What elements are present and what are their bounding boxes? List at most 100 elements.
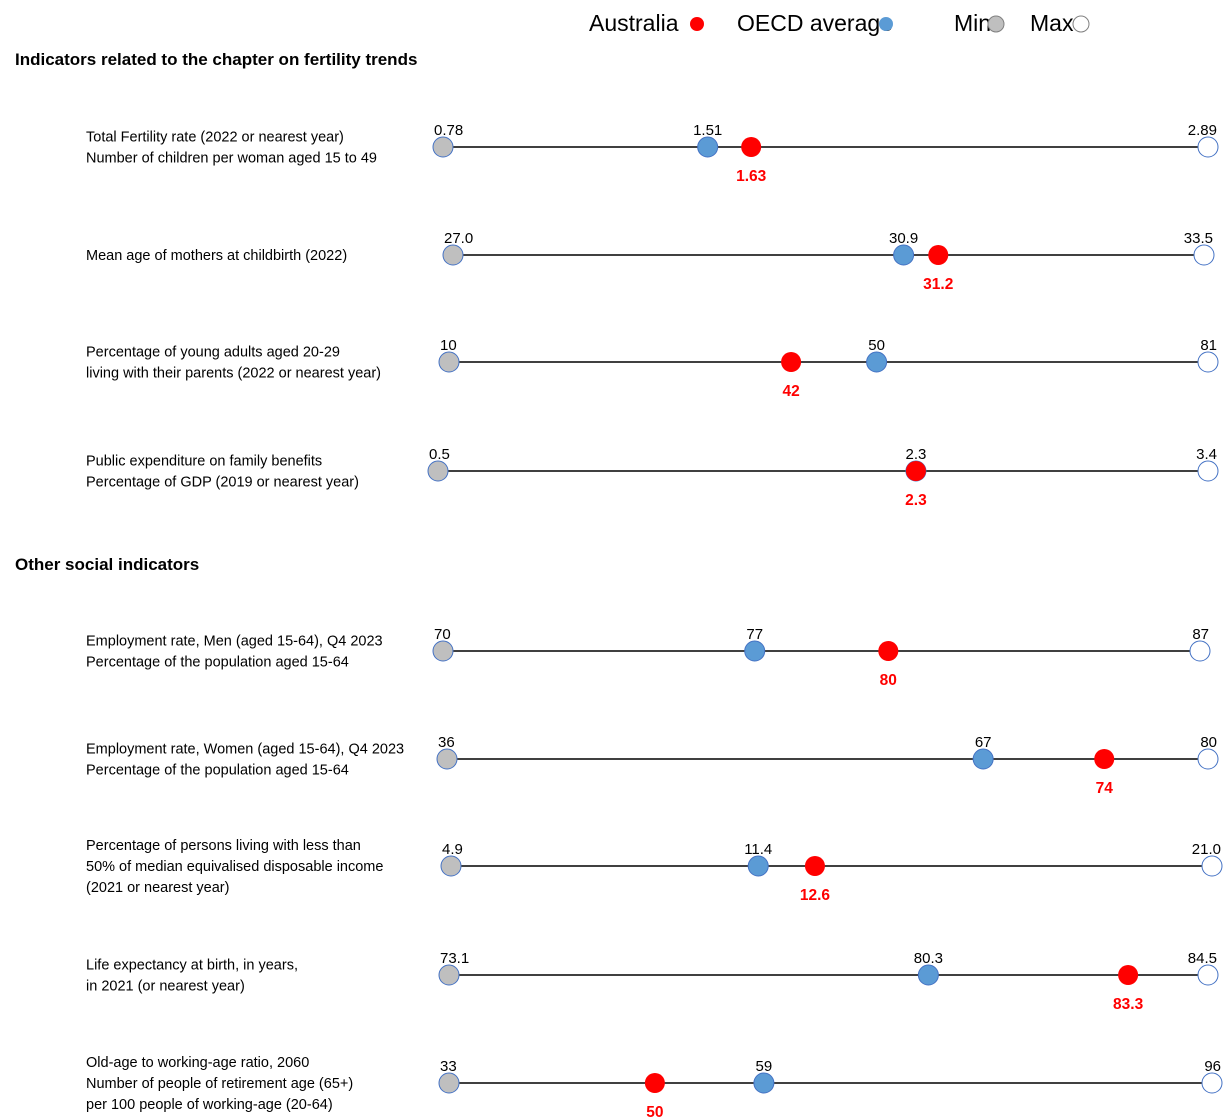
indicator-label: per 100 people of working-age (20-64): [86, 1097, 333, 1113]
oecd-value-label: 2.3: [906, 446, 927, 463]
indicator-row: Public expenditure on family benefits Per…: [86, 446, 1219, 509]
indicator-label: Employment rate, Men (aged 15-64), Q4 20…: [86, 634, 383, 650]
indicator-label: Percentage of young adults aged 20-29: [86, 345, 340, 361]
min-marker: [427, 460, 449, 482]
max-value-label: 80: [1200, 734, 1217, 751]
australia-value-label: 80: [880, 672, 897, 689]
min-marker: [432, 640, 454, 662]
indicator-row: Percentage of persons living with less t…: [86, 838, 1223, 904]
indicator-label: Public expenditure on family benefits: [86, 454, 322, 470]
australia-value-label: 50: [646, 1104, 663, 1120]
australia-value-label: 74: [1096, 780, 1114, 797]
australia-marker: [878, 641, 899, 661]
max-marker: [1193, 244, 1215, 266]
max-marker: [1201, 1072, 1223, 1094]
legend-label-max: Max: [1030, 10, 1074, 36]
max-marker: [1201, 855, 1223, 877]
indicator-label: Percentage of GDP (2019 or nearest year): [86, 475, 359, 491]
oecd-marker: [972, 748, 994, 770]
oecd-value-label: 1.51: [693, 122, 722, 139]
legend-marker-australia: [690, 17, 704, 31]
indicator-label: Old-age to working-age ratio, 2060: [86, 1055, 309, 1071]
legend-marker-max: [1072, 15, 1090, 33]
max-marker: [1197, 460, 1219, 482]
oecd-value-label: 30.9: [889, 230, 918, 247]
oecd-marker: [917, 964, 939, 986]
section-1: Indicators related to the chapter on fer…: [15, 50, 1219, 509]
oecd-marker: [753, 1072, 775, 1094]
oecd-marker: [697, 136, 719, 158]
indicator-row: Percentage of young adults aged 20-29 liv…: [86, 337, 1219, 400]
australia-marker: [644, 1073, 665, 1093]
max-value-label: 81: [1200, 337, 1217, 354]
legend-marker-min: [987, 15, 1005, 33]
australia-value-label: 12.6: [800, 887, 831, 904]
legend: Australia OECD average Min Max: [589, 10, 1090, 36]
min-value-label: 70: [434, 626, 451, 643]
oecd-value-label: 67: [975, 734, 992, 751]
oecd-marker: [893, 244, 915, 266]
max-value-label: 84.5: [1188, 950, 1217, 967]
australia-marker: [781, 352, 802, 372]
indicator-label: Employment rate, Women (aged 15-64), Q4 …: [86, 742, 404, 758]
section-2: Other social indicators Employment rate, …: [15, 555, 1223, 1120]
min-value-label: 36: [438, 734, 455, 751]
australia-marker: [905, 461, 926, 481]
australia-marker: [928, 245, 949, 265]
min-marker: [436, 748, 458, 770]
australia-marker: [1118, 965, 1139, 985]
australia-value-label: 31.2: [923, 276, 953, 293]
max-value-label: 3.4: [1196, 446, 1217, 463]
indicator-label: Total Fertility rate (2022 or nearest ye…: [86, 130, 344, 146]
legend-label-min: Min: [954, 10, 991, 36]
indicator-label: Number of people of retirement age (65+): [86, 1076, 353, 1092]
max-marker: [1189, 640, 1211, 662]
indicator-label: Life expectancy at birth, in years,: [86, 958, 298, 974]
max-marker: [1197, 964, 1219, 986]
australia-value-label: 2.3: [905, 492, 927, 509]
legend-label-oecd: OECD average: [737, 10, 893, 36]
min-value-label: 4.9: [442, 841, 463, 858]
indicator-label: (2021 or nearest year): [86, 880, 229, 896]
indicator-row: Mean age of mothers at childbirth (2022)…: [86, 230, 1215, 293]
australia-value-label: 42: [782, 383, 799, 400]
australia-value-label: 1.63: [736, 168, 767, 185]
min-value-label: 73.1: [440, 950, 469, 967]
max-marker: [1197, 748, 1219, 770]
oecd-value-label: 80.3: [914, 950, 943, 967]
indicator-label: in 2021 (or nearest year): [86, 979, 245, 995]
min-value-label: 27.0: [444, 230, 473, 247]
min-marker: [438, 964, 460, 986]
australia-value-label: 83.3: [1113, 996, 1144, 1013]
max-value-label: 96: [1204, 1058, 1221, 1075]
max-value-label: 2.89: [1188, 122, 1217, 139]
min-marker: [438, 1072, 460, 1094]
indicator-label: living with their parents (2022 or neare…: [86, 366, 381, 382]
indicator-row: Employment rate, Men (aged 15-64), Q4 20…: [86, 626, 1211, 689]
section-title: Indicators related to the chapter on fer…: [15, 50, 417, 69]
oecd-value-label: 11.4: [744, 841, 772, 858]
indicator-label: Percentage of the population aged 15-64: [86, 763, 349, 779]
max-value-label: 87: [1192, 626, 1209, 643]
australia-marker: [804, 856, 825, 876]
australia-marker: [741, 137, 762, 157]
max-value-label: 21.0: [1192, 841, 1221, 858]
min-value-label: 0.5: [429, 446, 450, 463]
min-value-label: 10: [440, 337, 457, 354]
indicator-row: Life expectancy at birth, in years, in 20…: [86, 950, 1219, 1013]
oecd-value-label: 59: [756, 1058, 773, 1075]
indicator-label: Mean age of mothers at childbirth (2022): [86, 248, 347, 264]
section-title: Other social indicators: [15, 555, 199, 574]
indicator-label: Percentage of the population aged 15-64: [86, 655, 349, 671]
min-value-label: 33: [440, 1058, 457, 1075]
indicator-label: Number of children per woman aged 15 to …: [86, 151, 377, 167]
indicator-row: Total Fertility rate (2022 or nearest ye…: [86, 122, 1219, 185]
oecd-marker: [866, 351, 888, 373]
australia-marker: [1094, 749, 1115, 769]
oecd-marker: [747, 855, 769, 877]
legend-marker-oecd: [879, 17, 893, 31]
max-value-label: 33.5: [1184, 230, 1213, 247]
min-marker: [432, 136, 454, 158]
min-value-label: 0.78: [434, 122, 463, 139]
